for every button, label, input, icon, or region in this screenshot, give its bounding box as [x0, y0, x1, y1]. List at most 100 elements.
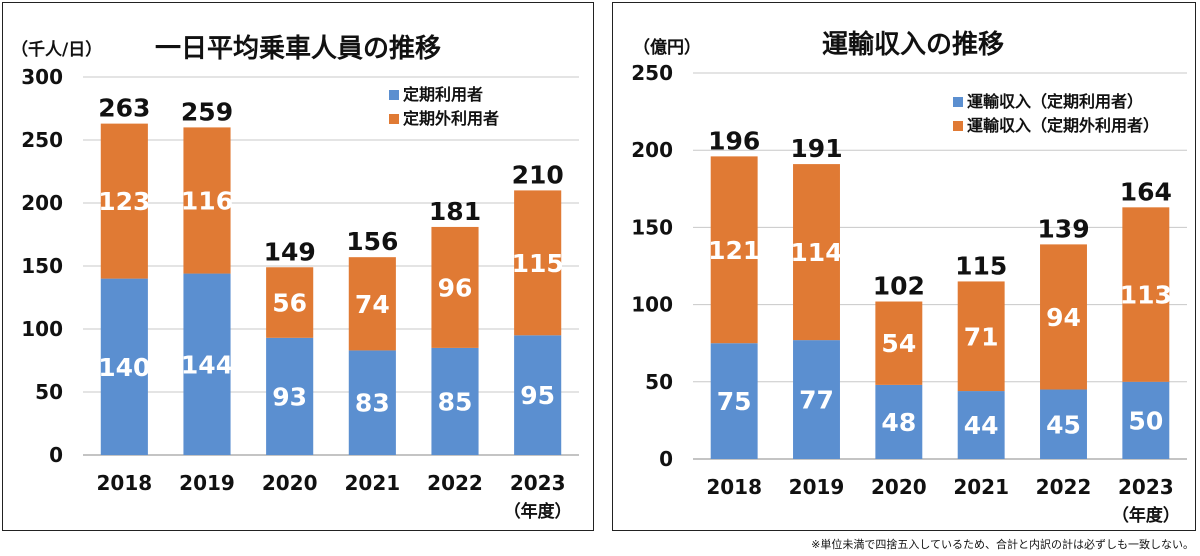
y-tick-label: 250	[21, 128, 63, 152]
total-label: 164	[1120, 177, 1172, 206]
y-unit-label: （億円）	[633, 37, 701, 58]
legend-swatch-commuter	[953, 97, 963, 107]
total-label: 196	[708, 126, 760, 155]
passengers-chart: 一日平均乗車人員の推移 （千人/日） 0 50 100 150 200 250 300 140 12…	[11, 34, 579, 522]
bar-noncommuter	[957, 281, 1005, 392]
bar-commuter	[793, 340, 840, 459]
bar-noncommuter	[710, 156, 758, 344]
total-label: 139	[1037, 214, 1089, 243]
y-tick-label: 50	[645, 370, 673, 394]
data-label-commuter: 77	[799, 386, 834, 415]
footnote: ※単位未満で四捨五入しているため、合計と内訳の計は必ずしも一致しない。	[811, 538, 1194, 551]
legend-swatch-commuter	[389, 90, 399, 100]
data-label-commuter: 45	[1046, 410, 1081, 439]
x-tick-label: 2020	[262, 471, 318, 495]
x-tick-label: 2022	[427, 471, 483, 495]
bar-noncommuter	[348, 257, 396, 351]
bar-commuter	[266, 337, 314, 455]
bar-noncommuter	[793, 164, 840, 341]
revenue-chart: 運輸収入の推移 （億円） 0 50 100 150 200 250 75 121 196 2018 77…	[631, 29, 1187, 526]
y-tick-label: 150	[21, 254, 63, 278]
bar-noncommuter	[100, 123, 148, 279]
data-label-noncommuter: 123	[98, 187, 150, 216]
data-label-noncommuter: 115	[512, 249, 564, 278]
legend-label-commuter: 運輸収入（定期利用者）	[967, 92, 1143, 111]
x-unit-label: （年度）	[504, 501, 572, 522]
data-label-commuter: 50	[1128, 406, 1163, 435]
legend-label-noncommuter: 定期外利用者	[402, 109, 499, 128]
legend-swatch-noncommuter	[953, 121, 963, 131]
legend-swatch-noncommuter	[389, 114, 399, 124]
bar-noncommuter	[431, 226, 479, 348]
total-label: 102	[873, 272, 925, 301]
bar-commuter	[348, 350, 396, 455]
total-label: 191	[790, 134, 842, 163]
bar-commuter	[100, 278, 148, 455]
y-tick-label: 100	[631, 293, 673, 317]
bar-noncommuter	[183, 127, 231, 274]
bar-commuter	[710, 343, 758, 459]
bar-commuter	[1122, 381, 1170, 459]
y-tick-label: 0	[659, 447, 673, 471]
data-label-commuter: 44	[964, 411, 999, 440]
bar-commuter	[514, 335, 562, 455]
bar-commuter	[183, 273, 231, 455]
data-label-noncommuter: 56	[272, 289, 307, 318]
total-label: 210	[512, 160, 564, 189]
data-label-commuter: 93	[272, 382, 307, 411]
chart-title: 一日平均乗車人員の推移	[155, 34, 441, 64]
data-label-commuter: 48	[881, 408, 916, 437]
x-tick-label: 2019	[179, 471, 235, 495]
y-tick-label: 200	[631, 138, 673, 162]
data-label-noncommuter: 54	[881, 329, 916, 358]
bar-commuter	[957, 391, 1005, 459]
bar-noncommuter	[875, 301, 923, 385]
revenue-chart-panel: 運輸収入の推移 （億円） 0 50 100 150 200 250 75 121 196 2018 77…	[612, 2, 1196, 531]
total-label: 156	[346, 227, 398, 256]
total-label: 181	[429, 197, 481, 226]
bar-commuter	[875, 384, 923, 459]
y-unit-label: （千人/日）	[11, 39, 102, 60]
y-tick-label: 100	[21, 317, 63, 341]
data-label-commuter: 144	[181, 350, 233, 379]
x-tick-label: 2020	[871, 475, 927, 499]
data-label-noncommuter: 71	[964, 322, 999, 351]
y-tick-label: 50	[35, 380, 63, 404]
bar-noncommuter	[1122, 207, 1170, 382]
data-label-commuter: 95	[520, 381, 555, 410]
x-tick-label: 2018	[96, 471, 152, 495]
passengers-chart-panel: 一日平均乗車人員の推移 （千人/日） 0 50 100 150 200 250 300 140 12…	[2, 2, 594, 531]
data-label-noncommuter: 96	[438, 273, 473, 302]
total-label: 115	[955, 251, 1007, 280]
y-tick-label: 300	[21, 65, 63, 89]
bar-noncommuter	[1040, 244, 1087, 390]
total-label: 149	[264, 237, 316, 266]
legend-label-commuter: 定期利用者	[402, 85, 483, 104]
data-label-commuter: 85	[438, 387, 473, 416]
x-tick-label: 2019	[789, 475, 845, 499]
x-unit-label: （年度）	[1112, 505, 1180, 526]
x-tick-label: 2018	[706, 475, 762, 499]
x-tick-label: 2022	[1036, 475, 1092, 499]
data-label-noncommuter: 116	[181, 186, 233, 215]
data-label-noncommuter: 74	[355, 290, 390, 319]
legend-label-noncommuter: 運輸収入（定期外利用者）	[967, 116, 1159, 135]
bar-noncommuter	[266, 267, 314, 338]
x-tick-label: 2021	[344, 471, 400, 495]
y-tick-label: 150	[631, 215, 673, 239]
bar-commuter	[1040, 389, 1087, 459]
x-tick-label: 2021	[953, 475, 1009, 499]
data-label-commuter: 140	[98, 353, 150, 382]
bar-commuter	[431, 347, 479, 455]
data-label-commuter: 75	[717, 387, 752, 416]
data-label-noncommuter: 114	[790, 238, 842, 267]
x-tick-label: 2023	[1118, 475, 1174, 499]
total-label: 263	[98, 94, 150, 123]
data-label-noncommuter: 94	[1046, 303, 1081, 332]
data-label-commuter: 83	[355, 389, 390, 418]
data-label-noncommuter: 113	[1120, 281, 1172, 310]
y-tick-label: 0	[49, 443, 63, 467]
data-label-noncommuter: 121	[708, 236, 760, 265]
total-label: 259	[181, 97, 233, 126]
x-tick-label: 2023	[510, 471, 566, 495]
